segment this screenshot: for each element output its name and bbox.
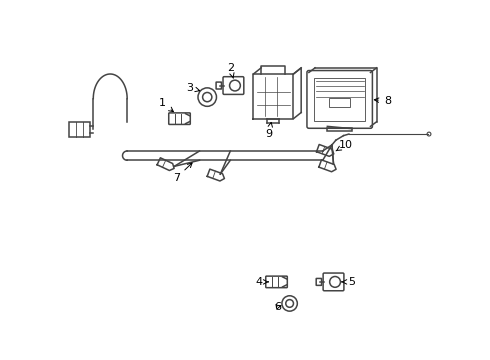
Text: 2: 2 [227,63,234,78]
Text: 7: 7 [173,163,192,183]
Text: 9: 9 [265,122,272,139]
Bar [69,122,90,137]
Text: 10: 10 [336,140,353,151]
Text: 3: 3 [186,83,199,93]
Text: 5: 5 [342,277,355,287]
Text: 1: 1 [159,98,173,112]
Bar [314,78,365,121]
Bar [329,98,350,108]
Bar [327,128,352,131]
Text: 8: 8 [374,96,391,106]
Text: 6: 6 [274,302,282,311]
Text: 4: 4 [255,277,268,287]
